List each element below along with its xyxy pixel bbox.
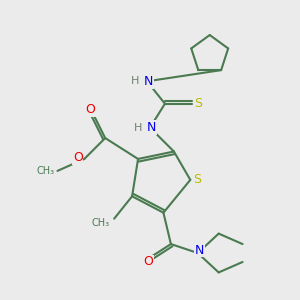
Text: S: S (194, 97, 202, 110)
Text: N: N (195, 244, 204, 256)
Text: O: O (73, 151, 83, 164)
Text: CH₃: CH₃ (92, 218, 110, 228)
Text: N: N (144, 75, 153, 88)
Text: CH₃: CH₃ (36, 166, 54, 176)
Text: O: O (144, 256, 153, 268)
Text: S: S (193, 173, 201, 186)
Text: H: H (134, 123, 142, 133)
Text: N: N (147, 121, 156, 134)
Text: O: O (85, 103, 95, 116)
Text: H: H (131, 76, 140, 86)
